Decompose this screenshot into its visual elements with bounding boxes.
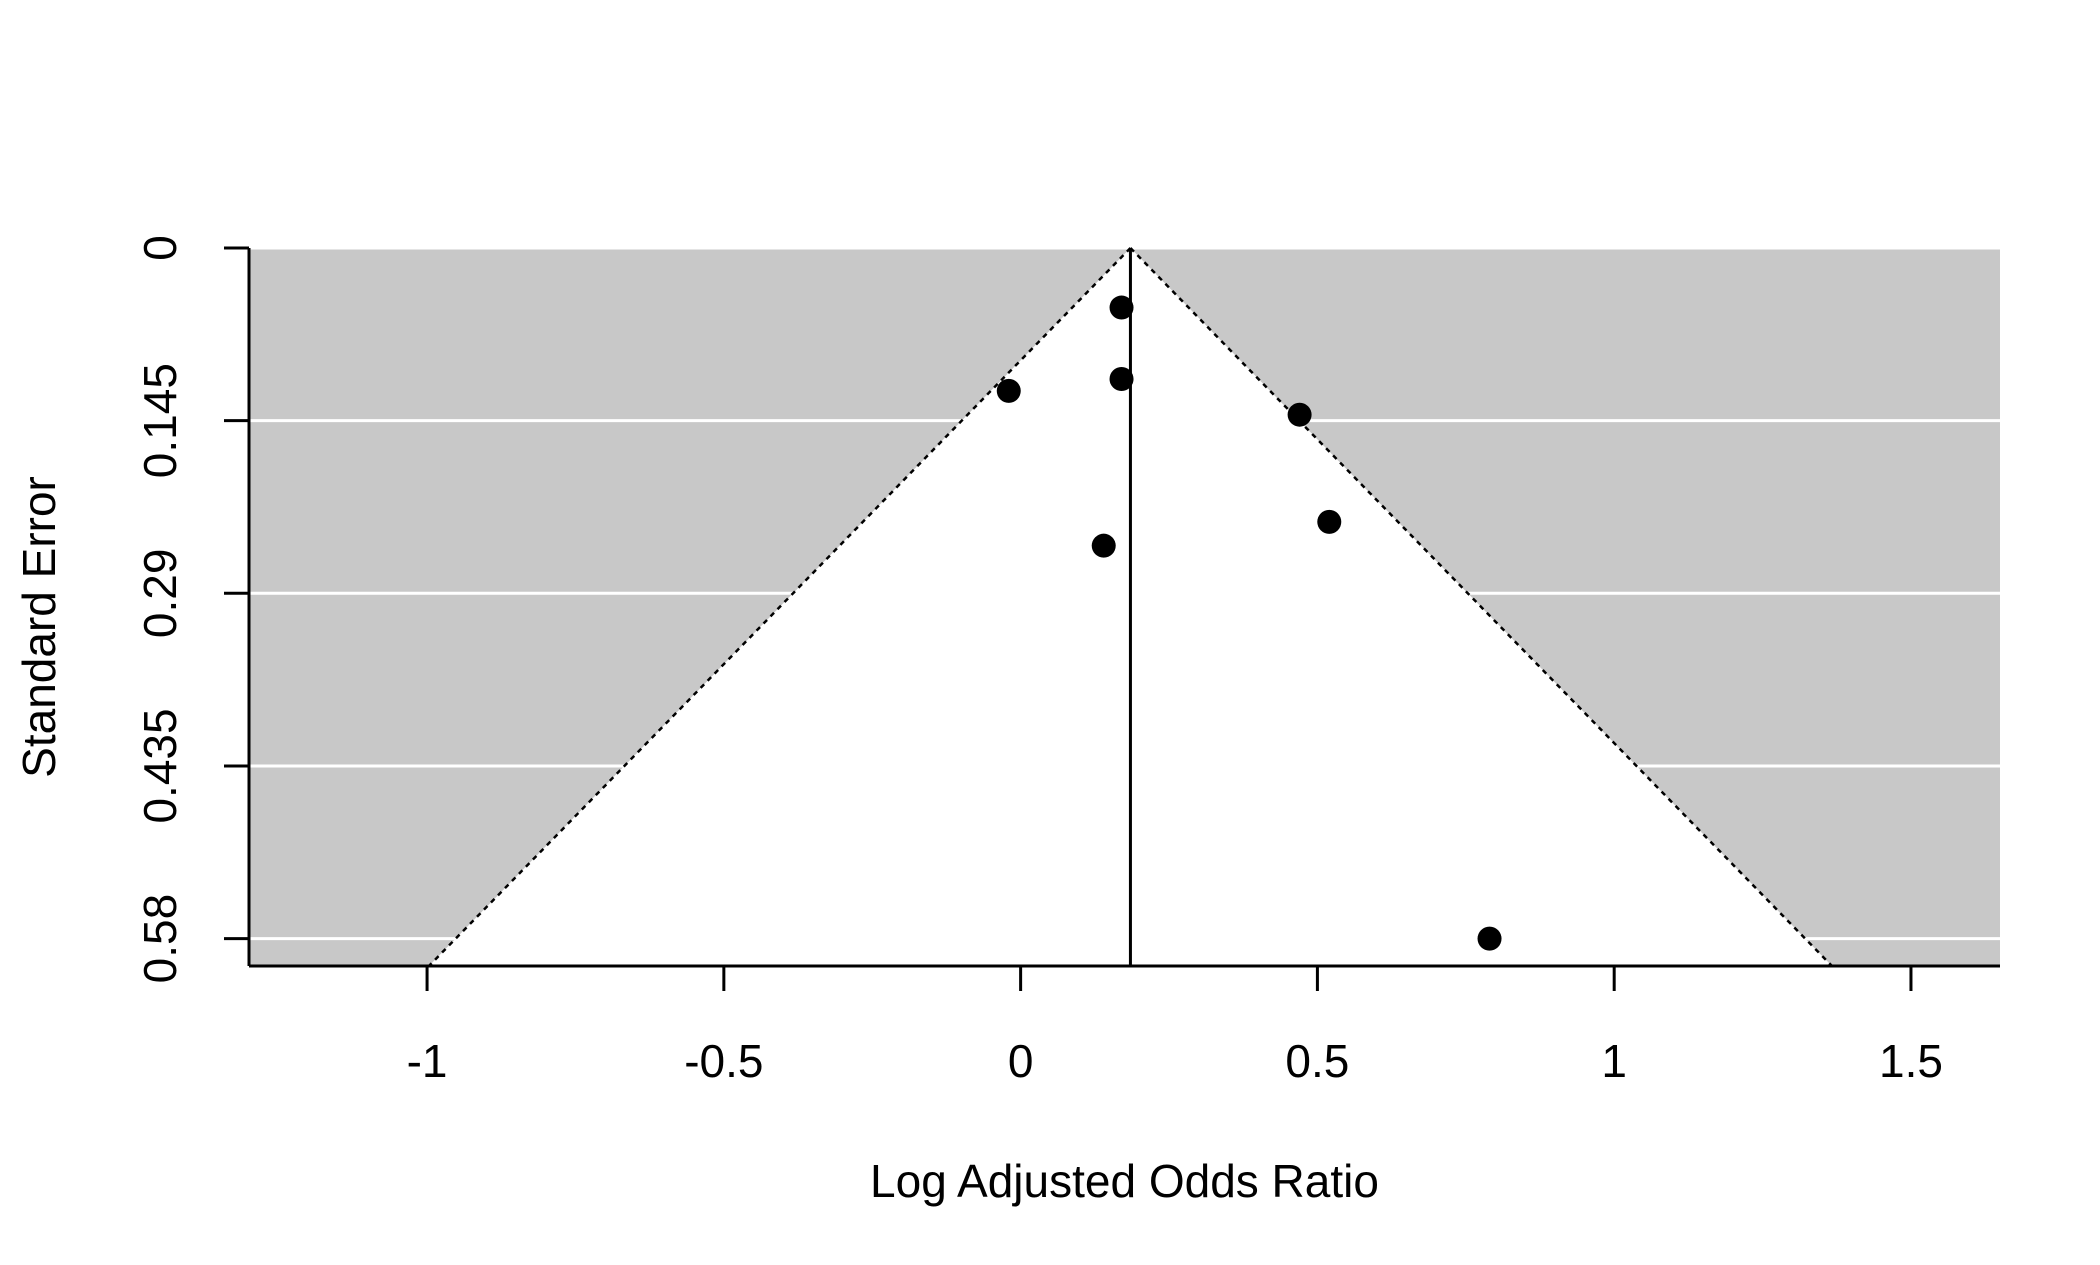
x-tick-label-0: -1 [407, 1035, 448, 1087]
x-tick-label-1: -0.5 [684, 1035, 763, 1087]
y-axis-ticks: 0 0.145 0.29 0.435 0.58 [134, 235, 249, 983]
study-points [996, 295, 1502, 951]
y-tick-label-2: 0.29 [134, 549, 186, 639]
y-tick-label-0: 0 [134, 235, 186, 261]
study-point-5 [1317, 509, 1342, 534]
x-axis-title: Log Adjusted Odds Ratio [870, 1155, 1379, 1207]
study-point-4 [1287, 402, 1312, 427]
funnel-right-boundary [1129, 247, 1833, 967]
x-tick-label-3: 0.5 [1285, 1035, 1349, 1087]
y-tick-label-1: 0.145 [134, 363, 186, 478]
study-point-1 [1109, 295, 1134, 320]
y-tick-label-3: 0.435 [134, 708, 186, 823]
study-point-6 [1091, 533, 1116, 558]
x-tick-label-4: 1 [1601, 1035, 1627, 1087]
study-point-7 [1477, 926, 1502, 951]
funnel-boundaries [428, 247, 1833, 967]
funnel-left-boundary [428, 247, 1132, 967]
axes [247, 248, 2000, 968]
y-axis-title: Standard Error [13, 476, 65, 778]
x-tick-label-5: 1.5 [1879, 1035, 1943, 1087]
y-tick-label-4: 0.58 [134, 894, 186, 984]
x-tick-label-2: 0 [1008, 1035, 1034, 1087]
study-point-2 [1109, 366, 1134, 391]
study-point-3 [996, 378, 1021, 403]
x-axis-ticks: -1 -0.5 0 0.5 1 1.5 [407, 966, 1943, 1087]
